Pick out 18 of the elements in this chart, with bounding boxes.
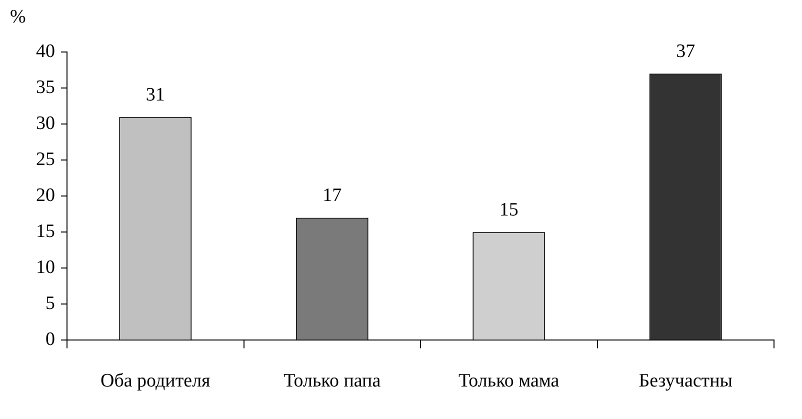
data-label: 15 <box>499 200 518 221</box>
x-tick-label: Только мама <box>458 370 560 392</box>
y-tick-label: 20 <box>36 185 55 206</box>
y-tick-label: 5 <box>46 293 55 314</box>
y-tick-label: 0 <box>46 329 55 350</box>
x-tick-label: Оба родителя <box>100 370 211 392</box>
y-tick-label: 10 <box>36 257 55 278</box>
y-tick-label: 35 <box>36 77 55 98</box>
x-tick-label: Безучастны <box>638 370 733 392</box>
x-tick-label: Только папа <box>284 370 382 392</box>
y-tick-label: 15 <box>36 221 55 242</box>
y-tick-label: 25 <box>36 149 55 170</box>
data-label: 17 <box>322 185 342 206</box>
y-tick-label: 30 <box>36 113 55 134</box>
data-label: 31 <box>146 84 165 106</box>
data-label: 37 <box>676 41 696 62</box>
y-axis-title: % <box>10 6 26 28</box>
y-tick-label: 40 <box>36 40 55 62</box>
